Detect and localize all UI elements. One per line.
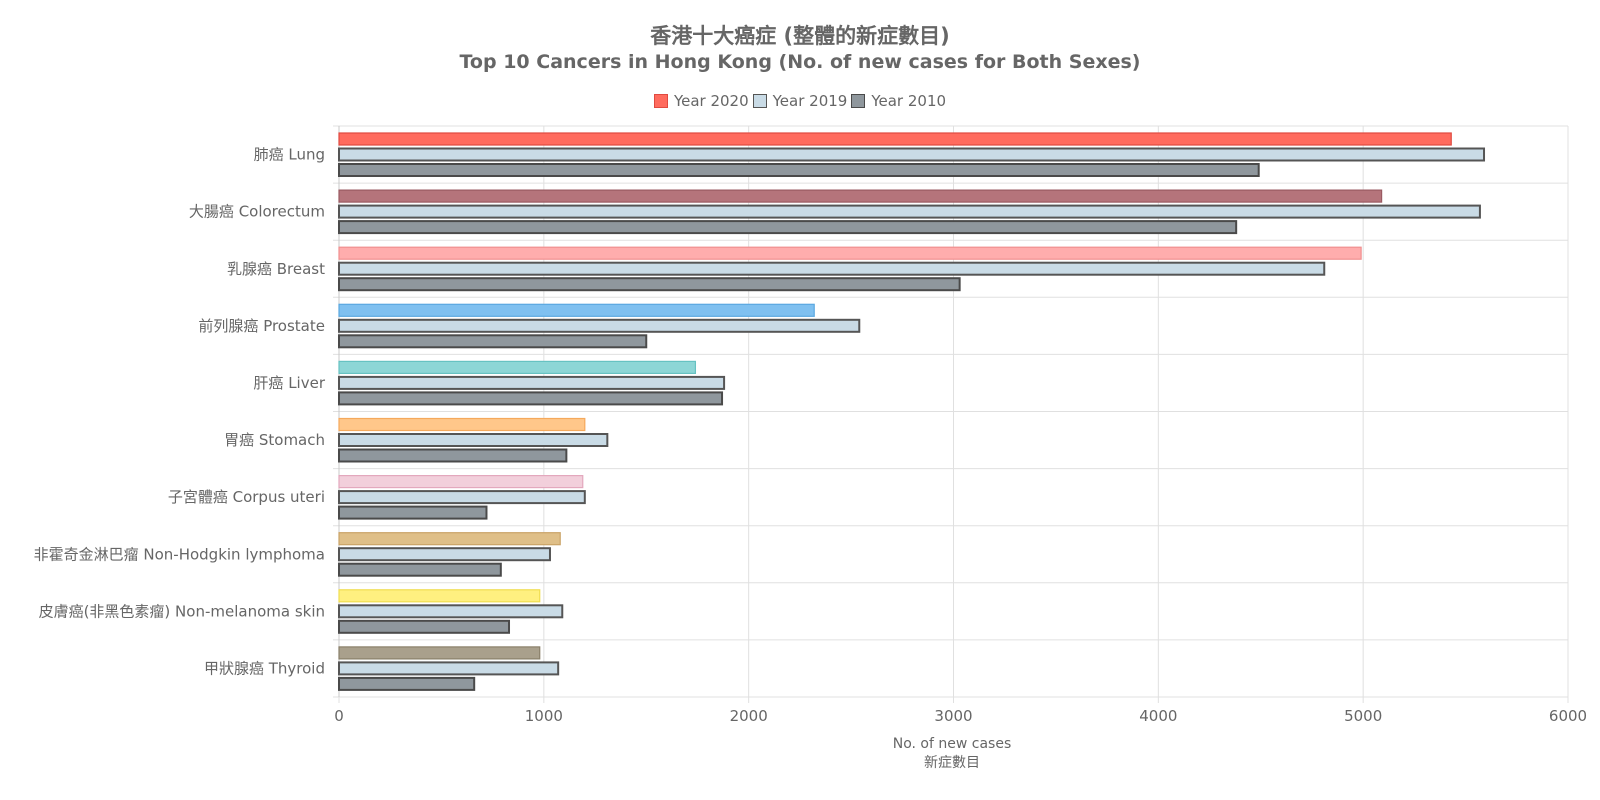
bar-year-2010-2[interactable] (338, 277, 961, 292)
bar-year-2020-1[interactable] (338, 189, 1383, 203)
bar-year-2020-5[interactable] (338, 417, 586, 432)
bar-year-2010-1[interactable] (338, 220, 1238, 235)
bar-year-2019-5[interactable] (338, 433, 609, 447)
bar-year-2019-1[interactable] (338, 204, 1481, 219)
bar-year-2020-3[interactable] (338, 303, 815, 317)
legend-label: Year 2019 (772, 92, 848, 110)
legend-label: Year 2010 (871, 92, 947, 110)
category-label: 大腸癌 Colorectum (189, 203, 325, 221)
bar-year-2019-0[interactable] (338, 147, 1486, 162)
bar-year-2020-6[interactable] (338, 475, 584, 489)
legend-item-year-2020[interactable]: Year 2020 (653, 92, 749, 110)
x-axis-label-zh: 新症數目 (924, 755, 980, 771)
bar-year-2020-7[interactable] (338, 532, 561, 546)
legend-swatch (653, 94, 668, 108)
bar-year-2019-6[interactable] (338, 490, 586, 505)
x-tick-label: 6000 (1549, 707, 1587, 725)
x-tick-label: 1000 (525, 707, 563, 725)
bars-group (338, 132, 1486, 691)
bar-year-2010-4[interactable] (338, 391, 724, 406)
bar-year-2019-3[interactable] (338, 318, 861, 333)
bar-year-2019-7[interactable] (338, 547, 551, 562)
category-label: 前列腺癌 Prostate (198, 317, 325, 335)
bar-year-2019-4[interactable] (338, 375, 726, 390)
bar-year-2010-6[interactable] (338, 505, 488, 520)
category-label: 乳腺癌 Breast (227, 260, 325, 278)
bar-year-2020-8[interactable] (338, 589, 541, 603)
category-label: 皮膚癌(非黑色素瘤) Non-melanoma skin (39, 602, 325, 620)
bar-year-2019-9[interactable] (338, 661, 560, 676)
chart-title: 香港十大癌症 (整體的新症數目) (650, 24, 950, 48)
bar-year-2020-4[interactable] (338, 360, 697, 374)
legend-swatch (752, 94, 767, 108)
bar-year-2019-2[interactable] (338, 261, 1326, 276)
bar-year-2010-7[interactable] (338, 562, 502, 577)
x-tick-label: 0 (334, 707, 344, 725)
category-label: 肺癌 Lung (254, 146, 325, 164)
bar-year-2010-9[interactable] (338, 676, 476, 691)
legend-item-year-2019[interactable]: Year 2019 (752, 92, 848, 110)
x-tick-label: 4000 (1139, 707, 1177, 725)
x-tick-labels: 0 1000 2000 3000 4000 5000 6000 (334, 707, 1587, 725)
bar-year-2019-8[interactable] (338, 604, 564, 619)
category-label: 甲狀腺癌 Thyroid (204, 659, 325, 677)
bar-year-2010-5[interactable] (338, 448, 568, 463)
category-label: 胃癌 Stomach (224, 431, 325, 449)
bar-year-2020-9[interactable] (338, 646, 541, 660)
legend-item-year-2010[interactable]: Year 2010 (851, 92, 946, 110)
x-axis-label: No. of new cases (893, 736, 1012, 752)
x-tick-label: 3000 (934, 707, 972, 725)
bar-year-2020-2[interactable] (338, 246, 1362, 260)
chart-title-block: 香港十大癌症 (整體的新症數目) Top 10 Cancers in Hong … (0, 22, 1600, 74)
bar-year-2020-0[interactable] (338, 132, 1452, 146)
legend-label: Year 2020 (673, 92, 749, 110)
bar-year-2010-3[interactable] (338, 334, 648, 349)
chart-legend: Year 2020 Year 2019 Year 2010 (0, 92, 1600, 112)
legend-swatch (851, 94, 866, 108)
chart-subtitle: Top 10 Cancers in Hong Kong (No. of new … (459, 51, 1141, 73)
category-label: 肝癌 Liver (253, 374, 325, 392)
category-labels: 肺癌 Lung 大腸癌 Colorectum 乳腺癌 Breast 前列腺癌 Pros… (34, 146, 326, 678)
bar-year-2010-0[interactable] (338, 163, 1260, 177)
x-tick-label: 2000 (730, 707, 768, 725)
x-tick-label: 5000 (1344, 707, 1382, 725)
bar-year-2010-8[interactable] (338, 619, 511, 634)
category-label: 非霍奇金淋巴瘤 Non-Hodgkin lymphoma (34, 545, 325, 563)
category-label: 子宮體癌 Corpus uteri (168, 488, 325, 506)
